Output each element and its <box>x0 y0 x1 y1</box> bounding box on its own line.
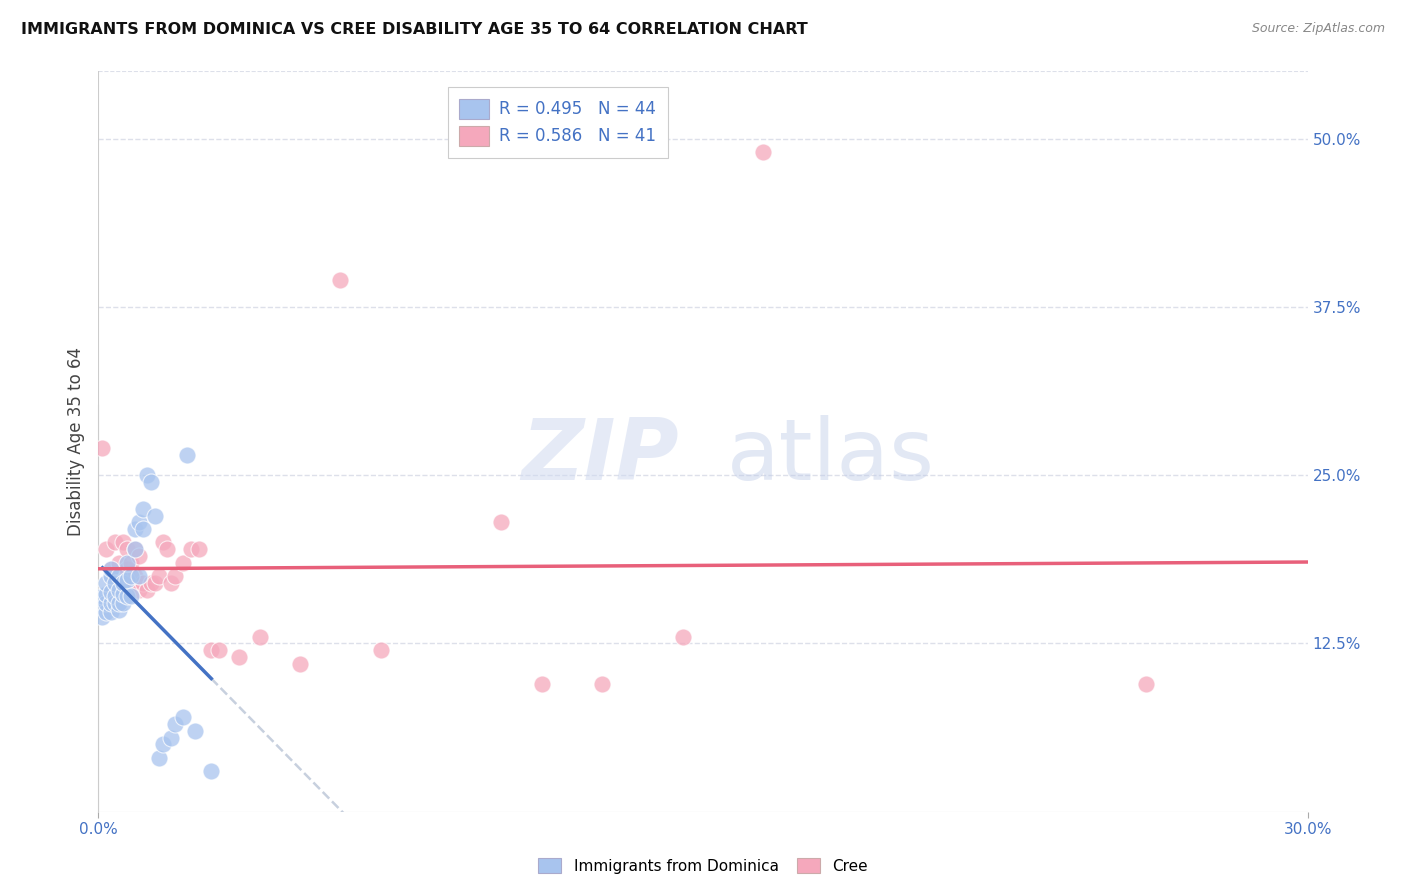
Point <box>228 649 250 664</box>
Point <box>128 549 150 563</box>
Point <box>107 596 129 610</box>
Point <box>128 516 150 530</box>
Point <box>132 575 155 590</box>
Text: IMMIGRANTS FROM DOMINICA VS CREE DISABILITY AGE 35 TO 64 CORRELATION CHART: IMMIGRANTS FROM DOMINICA VS CREE DISABIL… <box>21 22 808 37</box>
Point <box>752 145 775 160</box>
Point <box>96 596 118 610</box>
Point <box>288 657 311 671</box>
Point <box>111 596 134 610</box>
Point <box>163 569 186 583</box>
Point <box>124 542 146 557</box>
Point <box>111 587 134 601</box>
Point <box>115 562 138 576</box>
Point <box>100 596 122 610</box>
Point <box>672 630 695 644</box>
Point <box>188 542 211 557</box>
Legend: Immigrants from Dominica, Cree: Immigrants from Dominica, Cree <box>533 852 873 880</box>
Point <box>329 273 352 287</box>
Point <box>143 508 166 523</box>
Point <box>132 522 155 536</box>
Point <box>120 569 142 583</box>
Point <box>1135 677 1157 691</box>
Point <box>160 731 183 745</box>
Point <box>100 562 122 576</box>
Point <box>124 522 146 536</box>
Point <box>111 575 134 590</box>
Point <box>100 562 122 576</box>
Point <box>530 677 553 691</box>
Point <box>370 643 392 657</box>
Point <box>128 582 150 597</box>
Point <box>107 582 129 597</box>
Point <box>152 535 174 549</box>
Text: ZIP: ZIP <box>522 415 679 498</box>
Point <box>115 590 138 604</box>
Point <box>139 575 162 590</box>
Point <box>135 582 157 597</box>
Point <box>132 501 155 516</box>
Point <box>91 442 114 456</box>
Point <box>156 542 179 557</box>
Point <box>91 596 114 610</box>
Point <box>115 573 138 587</box>
Point <box>180 542 202 557</box>
Point <box>249 630 271 644</box>
Point <box>200 643 222 657</box>
Point <box>100 569 122 583</box>
Point <box>91 609 114 624</box>
Point <box>96 587 118 601</box>
Point <box>100 606 122 620</box>
Y-axis label: Disability Age 35 to 64: Disability Age 35 to 64 <box>66 347 84 536</box>
Point <box>96 575 118 590</box>
Legend: R = 0.495   N = 44, R = 0.586   N = 41: R = 0.495 N = 44, R = 0.586 N = 41 <box>447 87 668 158</box>
Point <box>139 475 162 489</box>
Point <box>135 468 157 483</box>
Point <box>200 764 222 779</box>
Point <box>120 556 142 570</box>
Point <box>591 677 613 691</box>
Point <box>148 569 170 583</box>
Point <box>107 569 129 583</box>
Point <box>96 542 118 557</box>
Point <box>100 585 122 599</box>
Point <box>172 710 194 724</box>
Point <box>143 575 166 590</box>
Point <box>184 723 207 738</box>
Point <box>124 542 146 557</box>
Point <box>115 542 138 557</box>
Point <box>120 575 142 590</box>
Point <box>128 569 150 583</box>
Point <box>103 575 125 590</box>
Point <box>103 535 125 549</box>
Point <box>124 569 146 583</box>
Point <box>96 606 118 620</box>
Point <box>107 603 129 617</box>
Point <box>107 575 129 590</box>
Point <box>115 556 138 570</box>
Point <box>103 596 125 610</box>
Point <box>176 448 198 462</box>
Point <box>152 738 174 752</box>
Point <box>103 590 125 604</box>
Point <box>107 556 129 570</box>
Point <box>111 569 134 583</box>
Point <box>172 556 194 570</box>
Point <box>163 717 186 731</box>
Point <box>208 643 231 657</box>
Text: atlas: atlas <box>727 415 935 498</box>
Point <box>148 751 170 765</box>
Point <box>91 590 114 604</box>
Point <box>120 590 142 604</box>
Point <box>111 535 134 549</box>
Text: Source: ZipAtlas.com: Source: ZipAtlas.com <box>1251 22 1385 36</box>
Point <box>491 516 513 530</box>
Point <box>160 575 183 590</box>
